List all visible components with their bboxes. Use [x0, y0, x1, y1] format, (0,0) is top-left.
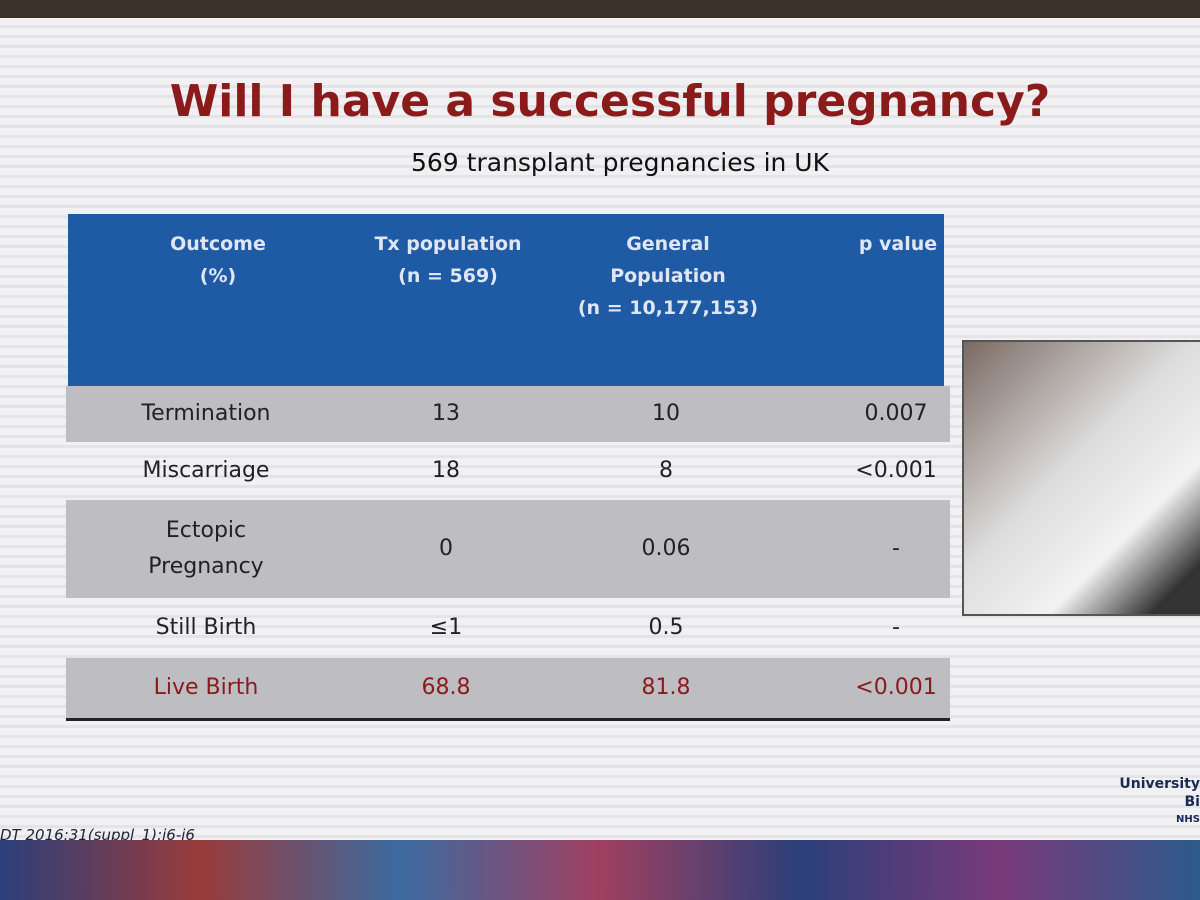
table-cell: <0.001 — [855, 458, 937, 483]
slide-title: Will I have a successful pregnancy? — [169, 76, 1051, 127]
label-line: Termination — [141, 401, 271, 426]
column-header: Tx population (n = 569) — [348, 228, 548, 292]
table-cell: ≤1 — [429, 615, 463, 640]
header-line: (%) — [199, 265, 237, 287]
slide-subtitle: 569 transplant pregnancies in UK — [411, 148, 829, 177]
citation: DT 2016;31(suppl_1):i6-i6 — [0, 826, 195, 844]
table-row: Ectopic Pregnancy 0 0.06 - — [66, 500, 950, 598]
header-line: Population — [610, 265, 726, 287]
table-cell: 68.8 — [421, 675, 471, 700]
stage-backdrop — [0, 840, 1200, 900]
column-header: p value — [798, 228, 998, 260]
logo-line: Bi — [1184, 794, 1200, 810]
table-cell: 18 — [432, 458, 460, 483]
logo-line: NHS — [1176, 814, 1200, 825]
column-header: General Population (n = 10,177,153) — [568, 228, 768, 324]
row-label: Still Birth — [96, 598, 316, 658]
header-line: General — [626, 233, 710, 255]
header-line: (n = 10,177,153) — [577, 297, 759, 319]
row-label: Ectopic Pregnancy — [96, 500, 316, 598]
logo-line: University — [1119, 776, 1200, 792]
table-row: Termination 13 10 0.007 — [66, 386, 950, 442]
row-label: Termination — [96, 386, 316, 442]
table-cell: 0.5 — [648, 615, 684, 640]
column-header: Outcome (%) — [118, 228, 318, 292]
table-cell: 0.007 — [864, 401, 928, 426]
header-line: Tx population — [374, 233, 522, 255]
label-line: Still Birth — [155, 615, 257, 640]
table-cell: - — [892, 536, 900, 561]
table-cell: 13 — [432, 401, 460, 426]
table-cell: 81.8 — [641, 675, 691, 700]
logo: University Bi NHS — [1119, 775, 1200, 829]
header-line: Outcome — [170, 233, 266, 255]
table-row: Live Birth 68.8 81.8 <0.001 — [66, 658, 950, 721]
photo — [962, 340, 1200, 616]
table-row: Miscarriage 18 8 <0.001 — [66, 442, 950, 500]
table-cell: - — [892, 615, 900, 640]
table-cell: 0 — [439, 536, 453, 561]
table-header: Outcome (%) Tx population (n = 569) General P… — [68, 214, 944, 405]
row-label: Miscarriage — [96, 442, 316, 500]
table-cell: 0.06 — [641, 536, 691, 561]
table-cell: <0.001 — [855, 675, 937, 700]
header-line: (n = 569) — [398, 265, 498, 287]
table-cell: 10 — [652, 401, 680, 426]
label-line: Miscarriage — [142, 458, 270, 483]
label-line: Live Birth — [153, 675, 259, 700]
table-cell: 8 — [659, 458, 673, 483]
label-line: Pregnancy — [148, 554, 264, 579]
row-label: Live Birth — [96, 658, 316, 718]
label-line: Ectopic — [165, 518, 247, 543]
table-row: Still Birth ≤1 0.5 - — [66, 598, 950, 658]
slide: Will I have a successful pregnancy? 569 … — [0, 18, 1200, 844]
header-line: p value — [858, 233, 938, 255]
